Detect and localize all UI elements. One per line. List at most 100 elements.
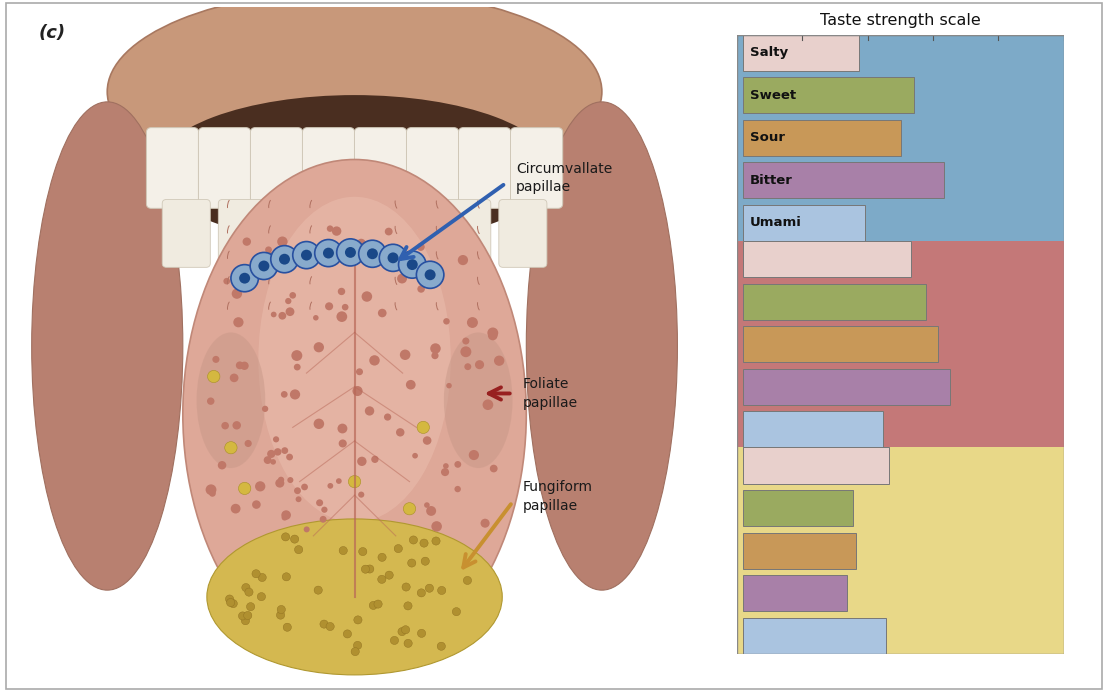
Circle shape (488, 327, 499, 338)
FancyBboxPatch shape (162, 199, 211, 267)
Circle shape (245, 440, 252, 447)
Circle shape (359, 240, 387, 267)
Circle shape (345, 247, 356, 258)
Circle shape (207, 370, 219, 383)
Circle shape (494, 356, 504, 366)
Circle shape (403, 502, 416, 515)
Circle shape (425, 584, 433, 592)
Circle shape (361, 565, 370, 573)
Circle shape (291, 350, 302, 361)
Circle shape (283, 573, 290, 581)
Circle shape (420, 539, 428, 547)
Circle shape (287, 477, 294, 483)
FancyBboxPatch shape (218, 199, 266, 267)
Text: (c): (c) (39, 24, 65, 42)
Bar (743, 284, 926, 320)
Circle shape (367, 248, 378, 260)
Circle shape (226, 599, 235, 607)
Circle shape (352, 386, 362, 396)
Circle shape (438, 642, 445, 650)
Circle shape (372, 242, 380, 250)
Ellipse shape (207, 519, 502, 675)
Circle shape (261, 406, 268, 412)
Circle shape (394, 545, 402, 553)
Circle shape (301, 484, 308, 491)
Circle shape (397, 274, 407, 284)
Circle shape (281, 510, 291, 520)
Circle shape (246, 603, 255, 611)
Circle shape (264, 456, 271, 464)
Bar (737, 241, 1064, 448)
Circle shape (277, 237, 288, 247)
Circle shape (325, 302, 334, 310)
Circle shape (375, 600, 382, 608)
Circle shape (432, 537, 440, 545)
Circle shape (245, 588, 253, 597)
Circle shape (314, 586, 322, 594)
Bar (743, 448, 890, 484)
Circle shape (230, 264, 258, 292)
Circle shape (270, 311, 277, 318)
Circle shape (359, 547, 367, 556)
Circle shape (378, 554, 387, 561)
Circle shape (234, 317, 244, 327)
Circle shape (280, 391, 288, 398)
Circle shape (441, 468, 449, 476)
Text: Umami: Umami (750, 217, 802, 230)
Bar (743, 411, 883, 448)
Circle shape (326, 622, 335, 630)
Circle shape (402, 583, 410, 591)
Circle shape (293, 242, 320, 268)
Circle shape (273, 436, 279, 442)
Bar (743, 533, 855, 569)
Circle shape (418, 589, 425, 597)
Circle shape (461, 347, 471, 357)
Circle shape (348, 475, 361, 488)
Circle shape (253, 500, 260, 509)
Circle shape (276, 611, 285, 619)
Circle shape (466, 317, 478, 328)
Circle shape (327, 226, 334, 232)
Circle shape (265, 246, 271, 253)
Circle shape (400, 349, 410, 360)
Circle shape (284, 623, 291, 631)
Circle shape (384, 413, 391, 421)
Circle shape (207, 397, 215, 405)
Circle shape (454, 486, 461, 492)
Circle shape (358, 491, 365, 498)
Circle shape (430, 343, 441, 354)
Circle shape (338, 288, 346, 295)
Circle shape (369, 355, 380, 365)
Circle shape (443, 318, 450, 325)
Ellipse shape (258, 197, 451, 522)
Circle shape (337, 239, 365, 266)
Circle shape (270, 459, 276, 464)
Circle shape (314, 342, 324, 352)
Circle shape (319, 516, 327, 522)
Circle shape (328, 244, 338, 255)
Circle shape (232, 289, 243, 299)
Bar (743, 205, 865, 241)
Circle shape (357, 457, 367, 466)
Circle shape (325, 239, 332, 246)
Circle shape (255, 481, 266, 491)
Circle shape (206, 484, 216, 495)
Circle shape (213, 356, 219, 363)
Circle shape (423, 436, 431, 445)
Circle shape (431, 521, 442, 531)
Circle shape (281, 447, 288, 454)
Ellipse shape (107, 0, 602, 193)
Circle shape (407, 260, 418, 270)
FancyBboxPatch shape (355, 127, 407, 208)
Circle shape (274, 448, 281, 455)
Circle shape (286, 307, 295, 316)
Circle shape (229, 599, 237, 608)
Ellipse shape (32, 102, 183, 590)
Circle shape (404, 639, 412, 648)
Circle shape (462, 349, 469, 356)
Circle shape (390, 637, 399, 644)
Circle shape (296, 496, 301, 502)
Circle shape (490, 465, 497, 473)
Bar (743, 241, 911, 277)
Circle shape (417, 421, 430, 433)
